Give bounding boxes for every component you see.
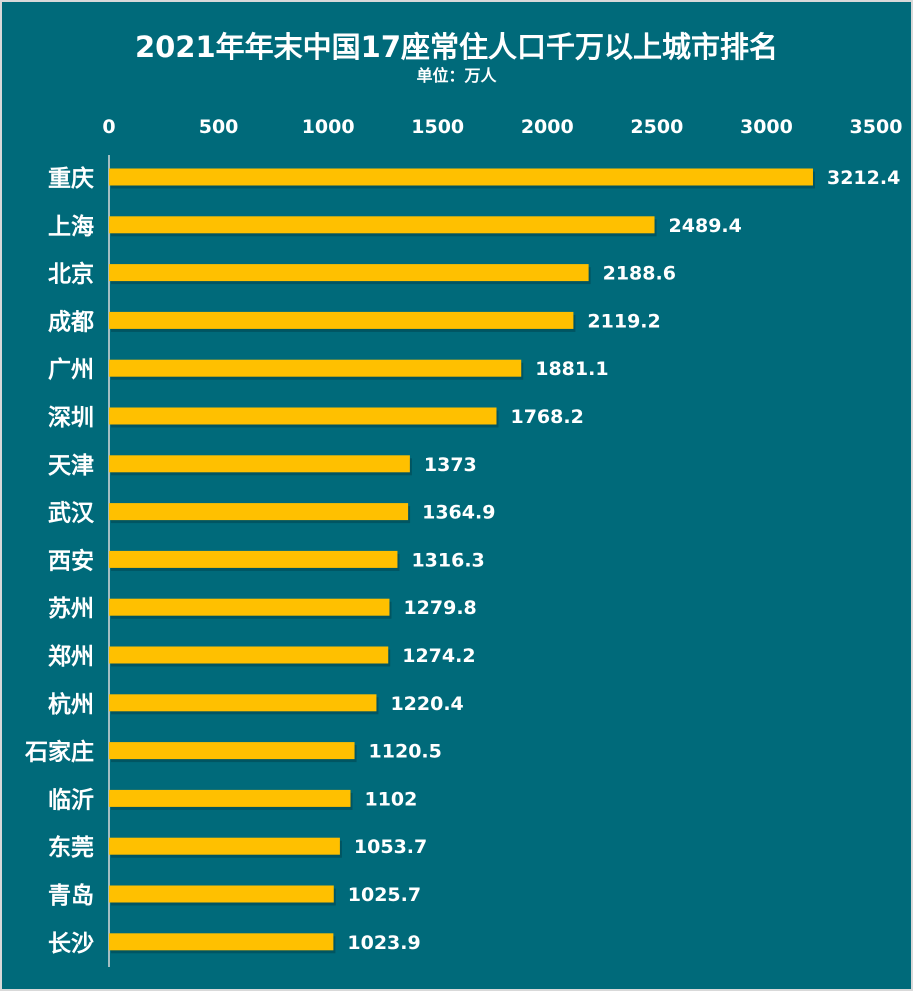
x-tick-label: 3500 [850, 116, 903, 138]
bar [109, 789, 351, 807]
bar [109, 933, 334, 951]
category-label: 青岛 [48, 882, 94, 909]
category-label: 石家庄 [24, 739, 94, 766]
data-label: 2188.6 [603, 263, 676, 285]
data-label: 3212.4 [827, 167, 900, 189]
bar [109, 503, 409, 521]
x-tick-label: 1500 [411, 116, 464, 138]
data-label: 2119.2 [587, 310, 660, 332]
data-label: 1373 [424, 454, 477, 476]
category-label: 成都 [48, 309, 94, 335]
data-label: 1316.3 [411, 549, 484, 571]
category-label: 广州 [48, 356, 94, 383]
data-label: 1220.4 [390, 693, 463, 715]
bar [109, 264, 589, 282]
bar [109, 646, 389, 664]
x-tick-label: 0 [102, 116, 115, 138]
data-label: 1364.9 [422, 502, 495, 524]
bar [109, 311, 574, 329]
bar [109, 359, 522, 377]
category-label: 上海 [48, 213, 94, 240]
bar [109, 455, 410, 473]
data-label: 1053.7 [354, 836, 427, 858]
data-label: 1025.7 [348, 884, 421, 906]
data-label: 1274.2 [402, 645, 475, 667]
category-label: 天津 [48, 452, 94, 479]
category-label: 杭州 [48, 691, 94, 718]
bar [109, 885, 334, 903]
x-tick-label: 1000 [302, 116, 355, 138]
data-label: 1023.9 [347, 932, 420, 954]
data-label: 1881.1 [535, 358, 608, 380]
bar [109, 694, 377, 712]
data-label: 1120.5 [369, 741, 442, 763]
x-tick-label: 3000 [740, 116, 793, 138]
data-label: 1768.2 [510, 406, 583, 428]
category-label: 长沙 [48, 931, 94, 957]
category-label: 东莞 [48, 834, 94, 861]
bar [109, 216, 655, 234]
bar [109, 598, 390, 616]
category-label: 重庆 [48, 165, 94, 192]
bar [109, 168, 813, 186]
category-label: 临沂 [48, 786, 94, 813]
chart-subtitle: 单位：万人 [416, 66, 497, 85]
data-label: 2489.4 [669, 215, 742, 237]
bar [109, 407, 497, 425]
x-tick-label: 2500 [630, 116, 683, 138]
category-label: 深圳 [48, 405, 94, 431]
x-tick-label: 2000 [521, 116, 574, 138]
category-label: 苏州 [48, 596, 94, 622]
bar [109, 837, 340, 855]
x-tick-label: 500 [199, 116, 239, 138]
data-label: 1279.8 [403, 597, 476, 619]
bar [109, 550, 398, 568]
category-label: 武汉 [48, 501, 95, 527]
category-label: 郑州 [48, 644, 94, 670]
category-label: 西安 [48, 547, 94, 574]
chart-title: 2021年年末中国17座常住人口千万以上城市排名 [134, 30, 779, 64]
bar [109, 742, 355, 760]
category-label: 北京 [48, 261, 94, 288]
data-label: 1102 [364, 788, 417, 810]
